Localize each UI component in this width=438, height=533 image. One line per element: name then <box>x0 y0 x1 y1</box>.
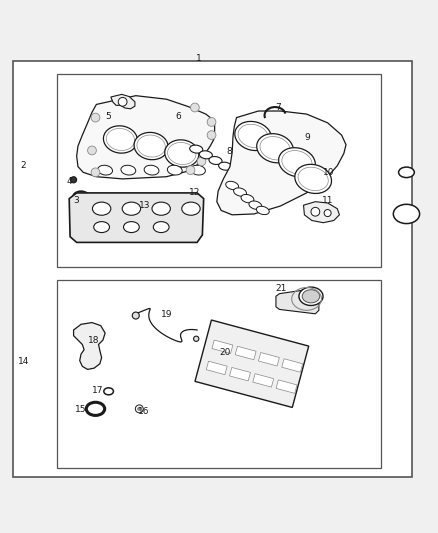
Polygon shape <box>212 340 233 353</box>
Ellipse shape <box>104 388 113 395</box>
Text: 19: 19 <box>161 310 172 319</box>
Text: 2: 2 <box>21 161 26 170</box>
Ellipse shape <box>165 140 199 167</box>
Ellipse shape <box>191 165 205 175</box>
Text: 1: 1 <box>196 53 202 62</box>
Circle shape <box>118 98 127 106</box>
Text: 15: 15 <box>75 405 87 414</box>
Text: 11: 11 <box>322 196 333 205</box>
Polygon shape <box>235 346 256 360</box>
Circle shape <box>324 209 331 216</box>
Polygon shape <box>304 201 339 223</box>
Text: 4: 4 <box>67 176 72 185</box>
Circle shape <box>88 146 96 155</box>
Ellipse shape <box>279 148 315 177</box>
Polygon shape <box>195 320 309 407</box>
Polygon shape <box>253 374 274 387</box>
Ellipse shape <box>182 202 200 215</box>
Circle shape <box>191 103 199 112</box>
Circle shape <box>194 336 199 342</box>
Circle shape <box>91 113 100 122</box>
Ellipse shape <box>122 202 141 215</box>
Ellipse shape <box>299 287 323 305</box>
Ellipse shape <box>94 222 110 232</box>
Polygon shape <box>276 380 297 393</box>
Polygon shape <box>69 193 204 243</box>
Polygon shape <box>74 322 105 369</box>
Polygon shape <box>111 94 135 109</box>
Text: 20: 20 <box>219 348 230 357</box>
Ellipse shape <box>226 181 239 190</box>
Ellipse shape <box>393 204 420 223</box>
Ellipse shape <box>199 151 212 159</box>
Ellipse shape <box>289 130 304 140</box>
Text: 21: 21 <box>276 284 287 293</box>
Text: 9: 9 <box>304 133 311 142</box>
Ellipse shape <box>241 195 254 203</box>
Text: 13: 13 <box>139 201 150 209</box>
Circle shape <box>197 157 206 166</box>
Text: 18: 18 <box>88 336 100 344</box>
Polygon shape <box>258 352 279 366</box>
Ellipse shape <box>256 206 269 215</box>
Circle shape <box>91 168 100 177</box>
Ellipse shape <box>257 134 293 163</box>
Ellipse shape <box>233 188 247 196</box>
Text: 6: 6 <box>176 112 182 121</box>
Ellipse shape <box>92 202 111 215</box>
Circle shape <box>71 177 77 183</box>
Text: 16: 16 <box>138 407 149 416</box>
Circle shape <box>207 118 216 126</box>
Ellipse shape <box>167 165 182 175</box>
Circle shape <box>135 405 143 413</box>
Ellipse shape <box>295 164 332 193</box>
Text: 8: 8 <box>226 147 232 156</box>
Polygon shape <box>77 96 215 179</box>
Ellipse shape <box>228 168 241 176</box>
Text: 10: 10 <box>323 168 334 177</box>
Polygon shape <box>206 361 227 375</box>
Text: 5: 5 <box>106 112 112 121</box>
Ellipse shape <box>73 191 89 204</box>
Ellipse shape <box>144 165 159 175</box>
Ellipse shape <box>249 201 262 209</box>
Ellipse shape <box>124 222 139 232</box>
Text: 14: 14 <box>18 358 29 367</box>
Ellipse shape <box>103 126 138 153</box>
Polygon shape <box>217 111 346 215</box>
Circle shape <box>311 207 320 216</box>
Ellipse shape <box>302 290 320 303</box>
Polygon shape <box>282 359 303 372</box>
Polygon shape <box>276 288 319 314</box>
Ellipse shape <box>399 167 414 177</box>
Text: 17: 17 <box>92 386 103 395</box>
Ellipse shape <box>153 222 169 232</box>
Ellipse shape <box>219 162 232 170</box>
Circle shape <box>186 166 195 174</box>
Circle shape <box>138 407 141 410</box>
Polygon shape <box>230 367 251 381</box>
Ellipse shape <box>98 165 113 175</box>
Circle shape <box>207 131 216 140</box>
Circle shape <box>132 312 139 319</box>
Ellipse shape <box>235 122 272 150</box>
Text: 3: 3 <box>74 196 80 205</box>
Ellipse shape <box>134 132 168 160</box>
Ellipse shape <box>121 165 136 175</box>
Bar <box>57 280 381 468</box>
Text: 12: 12 <box>189 189 201 197</box>
Ellipse shape <box>286 128 307 142</box>
Text: 7: 7 <box>275 103 281 112</box>
Ellipse shape <box>190 145 203 153</box>
Ellipse shape <box>152 202 170 215</box>
Ellipse shape <box>209 157 222 165</box>
Bar <box>57 74 381 266</box>
